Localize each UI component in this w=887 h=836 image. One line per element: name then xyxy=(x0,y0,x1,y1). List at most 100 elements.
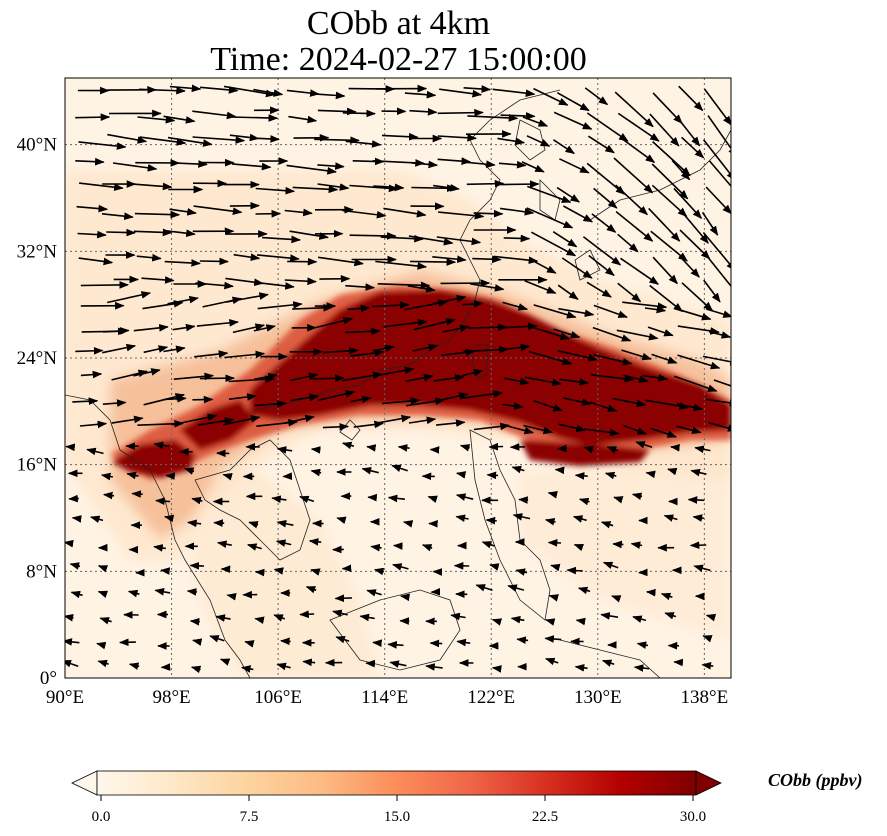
wind-arrow xyxy=(573,543,585,552)
longitude-tick-label: 106°E xyxy=(254,687,302,708)
wind-arrow xyxy=(623,424,648,435)
colorbar-extend-min xyxy=(71,770,98,796)
wind-arrow xyxy=(199,374,235,383)
wind-arrow xyxy=(189,617,200,626)
wind-arrow xyxy=(290,372,319,382)
wind-arrow xyxy=(99,617,112,625)
wind-arrow xyxy=(582,236,622,266)
wind-arrow xyxy=(501,423,535,435)
wind-arrow xyxy=(310,468,322,477)
wind-arrow xyxy=(370,543,382,552)
wind-arrow xyxy=(600,612,619,620)
wind-arrow xyxy=(336,516,347,525)
wind-arrow xyxy=(286,89,320,97)
wind-arrow xyxy=(126,471,139,480)
wind-arrow xyxy=(142,300,184,310)
map-plot-area xyxy=(65,78,731,678)
wind-arrow xyxy=(136,253,162,262)
wind-arrow xyxy=(553,139,576,155)
wind-arrow xyxy=(467,114,519,122)
wind-arrow xyxy=(312,374,345,383)
wind-arrow xyxy=(702,139,731,181)
wind-arrow xyxy=(677,325,720,335)
wind-arrow xyxy=(102,491,115,500)
wind-arrow xyxy=(678,255,700,278)
wind-arrow xyxy=(167,295,199,305)
wind-arrow xyxy=(111,369,149,381)
wind-arrow xyxy=(313,91,346,100)
wind-arrow xyxy=(707,256,731,288)
wind-arrow xyxy=(703,279,721,303)
wind-arrow xyxy=(615,184,649,216)
wind-arrow xyxy=(97,659,109,668)
wind-arrow xyxy=(199,257,229,266)
wind-arrow xyxy=(620,137,656,164)
wind-arrow xyxy=(190,665,202,674)
wind-arrow xyxy=(213,519,225,527)
wind-arrow xyxy=(163,115,196,124)
wind-arrow xyxy=(500,112,536,120)
wind-arrow xyxy=(101,212,134,220)
wind-arrow xyxy=(317,183,350,191)
wind-arrow xyxy=(642,374,669,382)
wind-arrow xyxy=(106,228,136,237)
wind-arrow xyxy=(602,561,619,570)
wind-arrow xyxy=(554,466,565,475)
wind-arrow xyxy=(439,88,483,98)
wind-arrow xyxy=(387,494,405,503)
wind-arrow xyxy=(410,258,457,266)
wind-arrow xyxy=(70,590,83,599)
wind-arrow xyxy=(288,115,318,124)
wind-arrow xyxy=(139,136,187,146)
wind-arrow xyxy=(702,635,713,643)
wind-arrow xyxy=(587,135,615,154)
wind-arrow xyxy=(566,566,583,575)
wind-arrow xyxy=(702,231,731,272)
wind-arrow xyxy=(557,284,579,300)
wind-arrow xyxy=(347,304,371,313)
wind-arrow xyxy=(302,658,316,667)
wind-arrow xyxy=(636,641,649,649)
wind-arrow xyxy=(473,422,510,431)
wind-arrow xyxy=(522,116,549,127)
wind-arrow xyxy=(527,185,572,203)
wind-arrow xyxy=(361,467,379,475)
colorbar-ticks: 0.0 7.5 15.0 22.5 30.0 xyxy=(92,795,706,825)
wind-arrow xyxy=(499,322,538,331)
wind-arrow xyxy=(644,399,690,410)
wind-arrow xyxy=(481,541,495,549)
wind-arrow xyxy=(308,538,322,546)
wind-arrow xyxy=(545,618,556,626)
wind-arrow xyxy=(701,661,714,670)
wind-arrow xyxy=(613,157,654,194)
wind-arrow xyxy=(492,88,536,98)
wind-arrow xyxy=(107,133,148,144)
wind-arrow xyxy=(153,441,170,450)
wind-arrow xyxy=(166,229,196,237)
wind-arrow xyxy=(432,294,467,305)
wind-arrow xyxy=(652,141,691,177)
wind-arrow xyxy=(65,638,80,646)
wind-arrow xyxy=(137,115,176,124)
wind-arrow xyxy=(253,88,284,97)
wind-arrow xyxy=(498,160,527,169)
wind-arrow xyxy=(437,133,477,142)
wind-arrow xyxy=(583,428,620,437)
wind-arrow xyxy=(80,370,103,379)
wind-arrow xyxy=(690,468,707,477)
wind-arrow xyxy=(107,291,152,304)
wind-arrow xyxy=(577,586,591,595)
wind-arrow xyxy=(383,318,428,328)
wind-arrow xyxy=(133,324,169,332)
wind-arrow xyxy=(616,329,659,341)
map-title-line1: CObb at 4km xyxy=(306,5,491,42)
wind-arrow xyxy=(651,353,678,364)
wind-arrow xyxy=(617,233,639,253)
wind-arrow xyxy=(376,414,412,424)
wind-arrow xyxy=(65,614,74,622)
wind-arrow xyxy=(69,562,81,570)
wind-arrow xyxy=(76,204,109,213)
wind-arrow xyxy=(705,308,731,318)
wind-arrow xyxy=(381,132,419,141)
wind-arrow xyxy=(103,327,130,335)
